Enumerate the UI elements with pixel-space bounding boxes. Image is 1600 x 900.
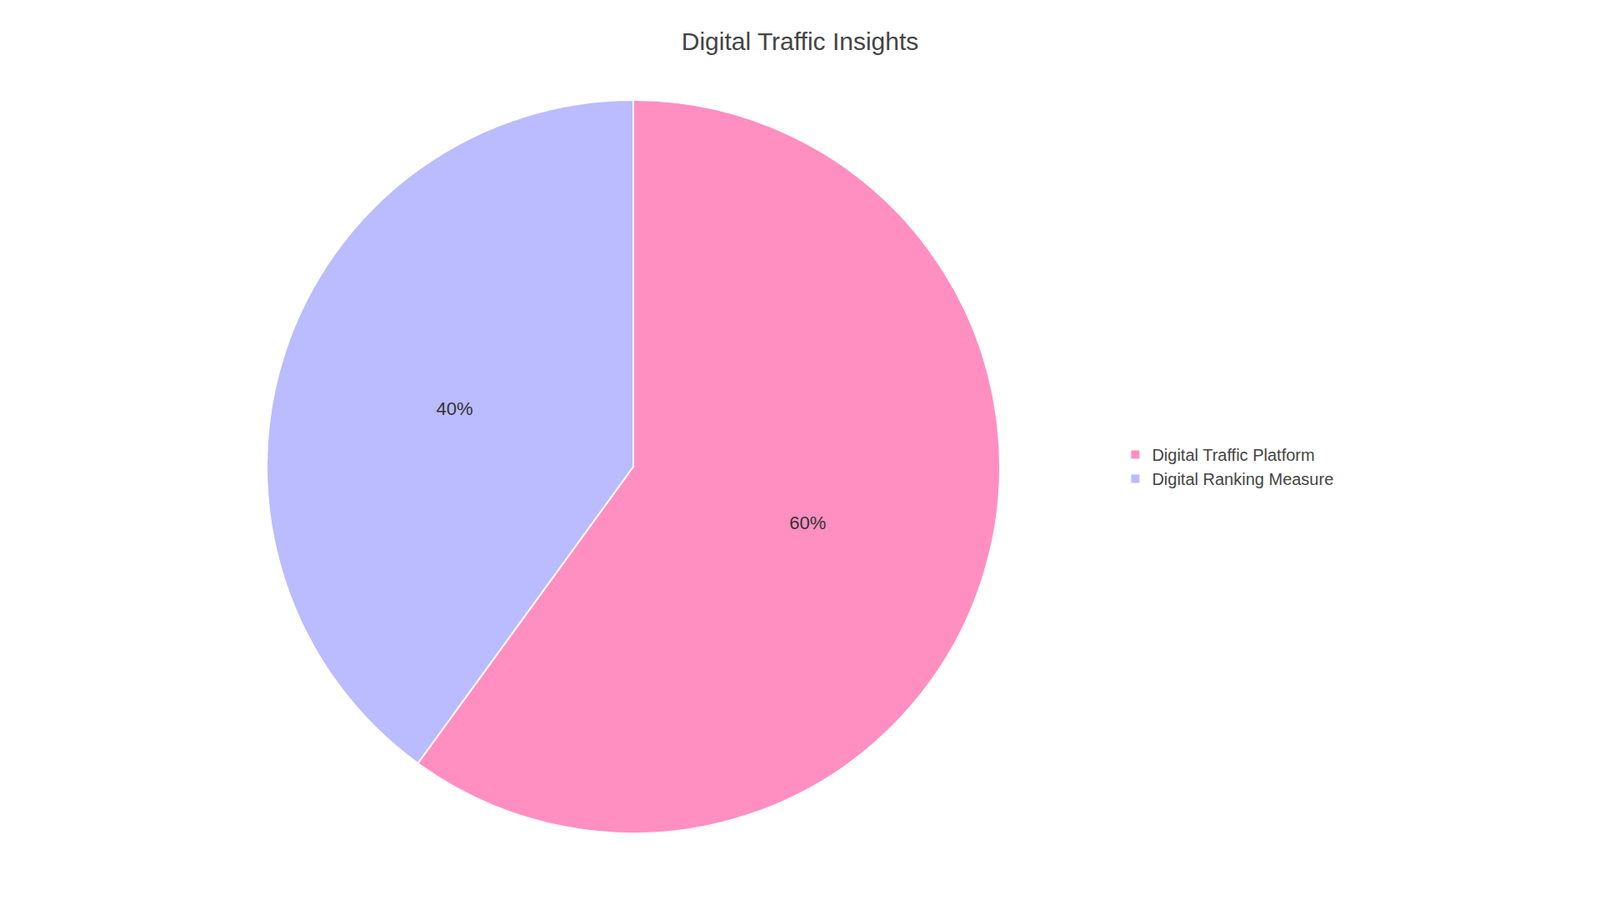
svg-text:40%: 40%	[435, 398, 473, 420]
svg-text:60%: 60%	[789, 512, 826, 534]
svg-text:Digital Traffic Platform: Digital Traffic Platform	[1151, 445, 1315, 465]
svg-text:Digital Ranking Measure: Digital Ranking Measure	[1151, 470, 1334, 489]
svg-text:Digital Traffic Insights: Digital Traffic Insights	[681, 27, 920, 55]
